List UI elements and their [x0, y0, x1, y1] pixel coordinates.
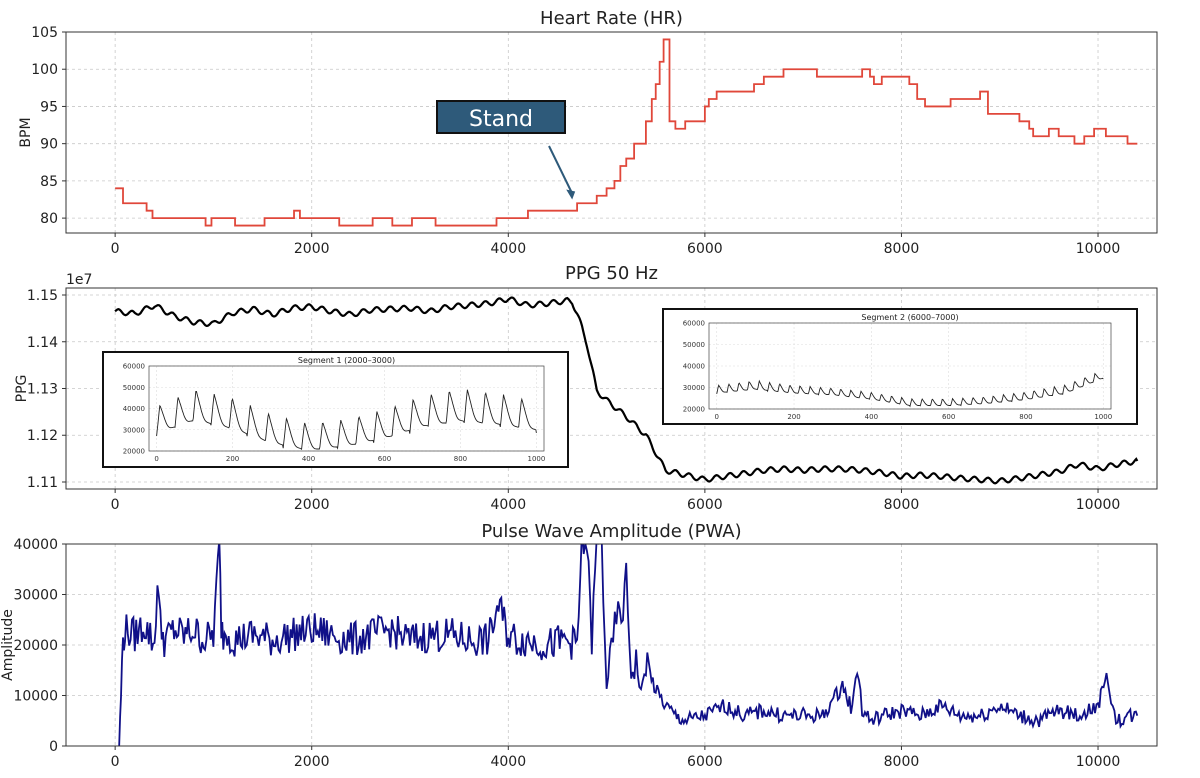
annotation-arrow — [548, 145, 574, 194]
inset-frame — [102, 351, 569, 468]
series-line — [114, 296, 1139, 485]
x-tick-label: 6000 — [687, 497, 723, 513]
y-tick-label: 30000 — [13, 588, 58, 604]
y-tick-label: 1.15 — [27, 288, 58, 304]
x-tick-label: 10000 — [1076, 497, 1121, 513]
y-tick-label: 85 — [40, 174, 58, 190]
x-tick-label: 0 — [111, 754, 120, 770]
chart-title: Pulse Wave Amplitude (PWA) — [481, 521, 741, 542]
x-tick-label: 4000 — [490, 497, 526, 513]
inset-x-tick-label: 800 — [1019, 413, 1032, 421]
inset-x-tick-label: 200 — [787, 413, 800, 421]
inset-y-tick-label: 50000 — [683, 341, 705, 349]
x-tick-label: 10000 — [1076, 754, 1121, 770]
inset-x-tick-label: 0 — [154, 455, 158, 463]
inset-x-tick-label: 200 — [226, 455, 239, 463]
plot-frame — [65, 31, 1158, 234]
inset-y-tick-label: 20000 — [123, 448, 145, 456]
y-tick-label: 1.14 — [27, 335, 58, 351]
inset-plot-frame — [148, 365, 545, 452]
inset-y-tick-label: 60000 — [683, 320, 705, 328]
inset-x-tick-label: 600 — [942, 413, 955, 421]
y-tick-label: 100 — [31, 62, 58, 78]
y-tick-label: 90 — [40, 137, 58, 153]
inset-y-tick-label: 40000 — [683, 363, 705, 371]
inset-y-tick-label: 40000 — [123, 405, 145, 413]
y-tick-label: 10000 — [13, 689, 58, 705]
inset-y-tick-label: 60000 — [123, 363, 145, 371]
inset-x-tick-label: 0 — [714, 413, 718, 421]
grid — [66, 31, 1157, 233]
y-tick-label: 1.11 — [27, 475, 58, 491]
x-tick-label: 8000 — [884, 497, 920, 513]
chart-3: 0 2000 4000 6000 8000 10000 0 10000 20000 30000 40… — [0, 521, 1158, 770]
inset-title: Segment 1 (2000–3000) — [298, 356, 395, 365]
x-tick-label: 2000 — [294, 754, 330, 770]
y-offset-text: 1e7 — [66, 272, 92, 288]
annotation-label: Stand — [469, 107, 533, 132]
y-tick-label: 95 — [40, 99, 58, 115]
x-tick-label: 4000 — [490, 241, 526, 257]
x-tick-label: 8000 — [884, 241, 920, 257]
y-tick-label: 0 — [49, 739, 58, 755]
x-tick-label: 6000 — [687, 754, 723, 770]
y-tick-label: 1.12 — [27, 428, 58, 444]
x-tick-label: 2000 — [294, 241, 330, 257]
inset-x-tick-label: 1000 — [1094, 413, 1112, 421]
y-axis-label: BPM — [18, 117, 34, 147]
x-tick-label: 0 — [111, 497, 120, 513]
y-axis-label: PPG — [14, 375, 30, 403]
chart-1: 0 2000 4000 6000 8000 10000 80 85 90 95 100 105 Hear… — [18, 8, 1158, 257]
inset-y-tick-label: 20000 — [683, 406, 705, 414]
y-tick-label: 1.13 — [27, 382, 58, 398]
y-tick-label: 80 — [40, 211, 58, 227]
x-tick-label: 0 — [111, 241, 120, 257]
series-line — [115, 38, 1138, 227]
inset-waveform — [716, 372, 1104, 408]
y-axis-label: Amplitude — [0, 609, 16, 681]
chart-title: Heart Rate (HR) — [540, 8, 683, 29]
chart-title: PPG 50 Hz — [565, 263, 658, 284]
x-tick-label: 6000 — [687, 241, 723, 257]
inset-1: 0 200 400 600 800 1000 20000 30000 40000 50000 600… — [102, 351, 569, 468]
annotation-box — [436, 100, 566, 134]
inset-2: 0 200 400 600 800 1000 20000 30000 40000 50000 600… — [662, 308, 1138, 425]
inset-x-tick-label: 400 — [302, 455, 315, 463]
inset-y-tick-label: 30000 — [123, 426, 145, 434]
y-tick-label: 105 — [31, 25, 58, 41]
inset-x-tick-label: 400 — [865, 413, 878, 421]
y-tick-label: 40000 — [13, 537, 58, 553]
inset-title: Segment 2 (6000–7000) — [861, 313, 958, 322]
inset-y-tick-label: 50000 — [123, 384, 145, 392]
x-tick-label: 10000 — [1076, 241, 1121, 257]
inset-plot-frame — [708, 322, 1112, 410]
y-tick-label: 20000 — [13, 638, 58, 654]
inset-waveform — [156, 389, 537, 451]
inset-x-tick-label: 800 — [454, 455, 467, 463]
series-line — [118, 544, 1139, 746]
x-tick-label: 2000 — [294, 497, 330, 513]
annotation-arrowhead — [566, 189, 576, 200]
inset-x-tick-label: 1000 — [527, 455, 545, 463]
chart-2: 0 2000 4000 6000 8000 100001.111.121.131.141.… — [14, 263, 1158, 513]
inset-x-tick-label: 600 — [378, 455, 391, 463]
x-tick-label: 4000 — [490, 754, 526, 770]
inset-frame — [662, 308, 1138, 425]
inset-y-tick-label: 30000 — [683, 384, 705, 392]
x-tick-label: 8000 — [884, 754, 920, 770]
